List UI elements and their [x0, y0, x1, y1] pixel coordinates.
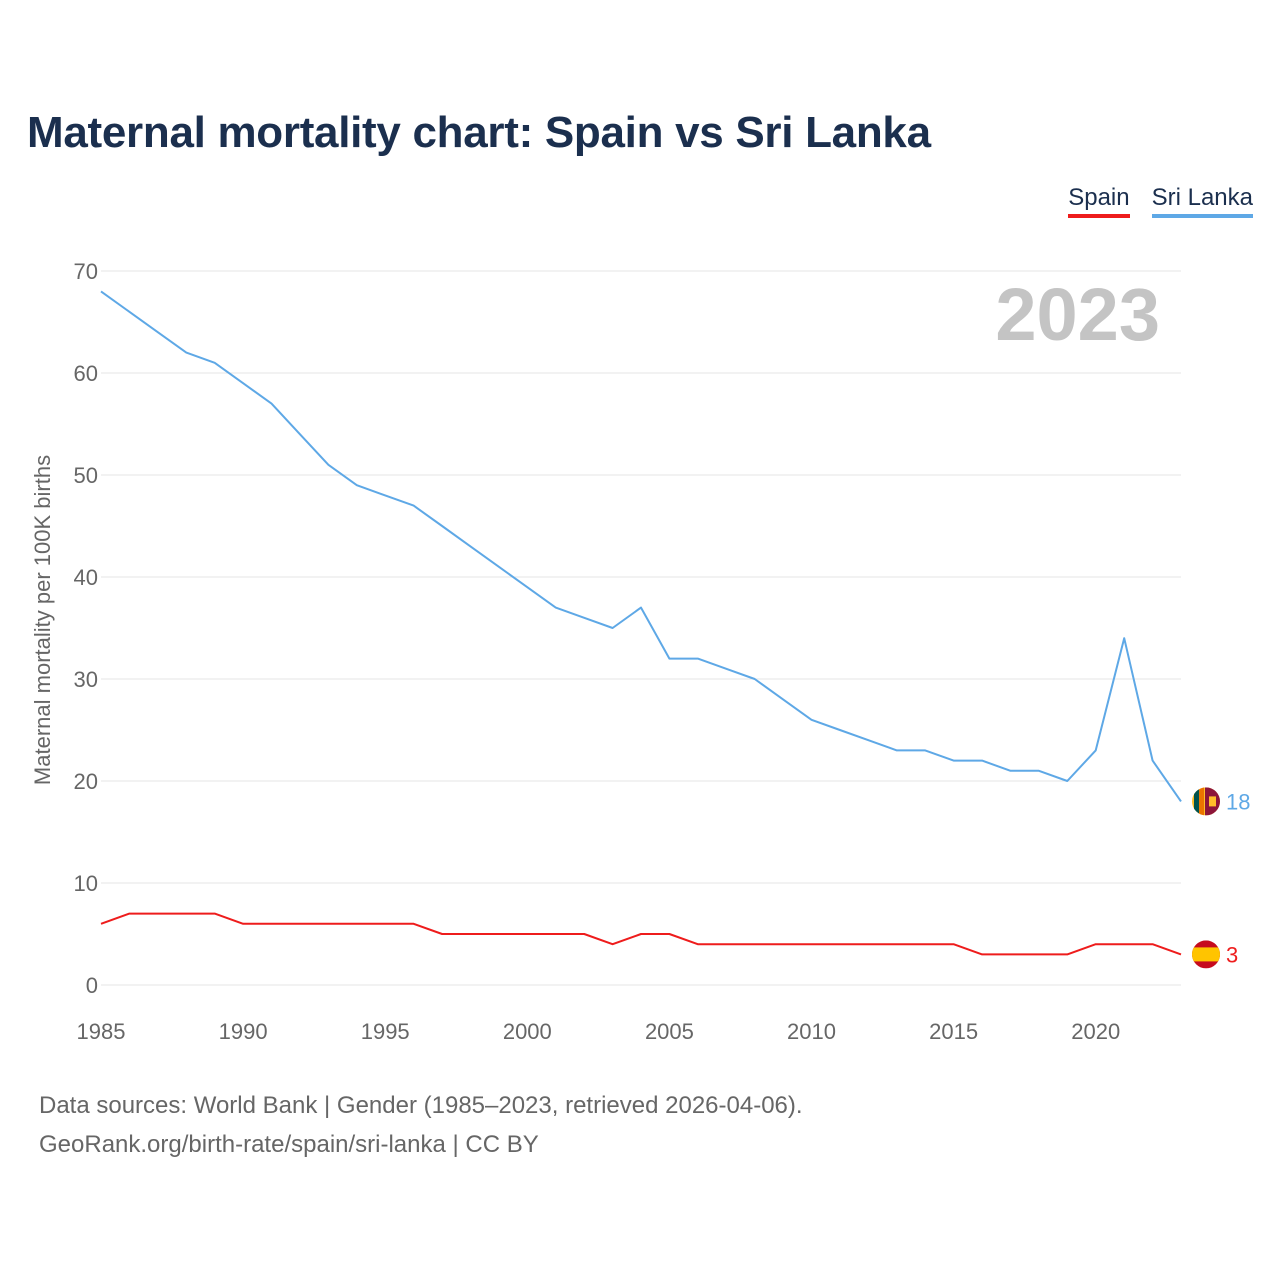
- x-tick-label: 2015: [929, 1019, 978, 1044]
- legend-item-sri-lanka[interactable]: Sri Lanka: [1151, 184, 1253, 218]
- legend-item-spain[interactable]: Spain: [1068, 184, 1130, 218]
- y-tick-label: 0: [86, 973, 98, 998]
- series-line-spain: [100, 912, 1182, 956]
- x-tick-label: 2000: [503, 1019, 552, 1044]
- x-tick-label: 1990: [219, 1019, 268, 1044]
- x-tick-label: 1985: [77, 1019, 126, 1044]
- x-tick-label: 2005: [645, 1019, 694, 1044]
- series-line-sri-lanka: [100, 290, 1182, 802]
- year-watermark: 2023: [995, 273, 1160, 356]
- x-tick-label: 1995: [361, 1019, 410, 1044]
- chart-legend: Spain Sri Lanka: [1068, 184, 1253, 218]
- y-tick-label: 20: [74, 769, 98, 794]
- data-source-note: Data sources: World Bank | Gender (1985–…: [39, 1092, 803, 1119]
- sri-lanka-flag-icon: [1192, 787, 1220, 816]
- y-axis-ticks: 0 10 20 30 40 50 60 70: [74, 259, 98, 998]
- line-chart: 0 10 20 30 40 50 60 70 1985 1990 1995 2000 2005 2010…: [30, 259, 1250, 1044]
- y-tick-label: 50: [74, 463, 98, 488]
- y-tick-label: 10: [74, 871, 98, 896]
- spain-flag-icon: [1192, 940, 1220, 969]
- y-tick-label: 60: [74, 361, 98, 386]
- x-axis-ticks: 1985 1990 1995 2000 2005 2010 2015 2020: [77, 1019, 1121, 1044]
- x-tick-label: 2020: [1071, 1019, 1120, 1044]
- y-tick-label: 70: [74, 259, 98, 284]
- y-axis-label: Maternal mortality per 100K births: [30, 455, 55, 785]
- attribution-link[interactable]: GeoRank.org/birth-rate/spain/sri-lanka |…: [39, 1131, 539, 1158]
- footer: Data sources: World Bank | Gender (1985–…: [39, 1086, 803, 1164]
- grid-lines: [101, 270, 1181, 986]
- series-group: [100, 290, 1182, 956]
- end-value-label: 3: [1226, 942, 1238, 967]
- end-markers: 3 18: [1192, 787, 1250, 969]
- y-tick-label: 40: [74, 565, 98, 590]
- end-value-label: 18: [1226, 789, 1250, 814]
- page-title: Maternal mortality chart: Spain vs Sri L…: [27, 108, 931, 157]
- y-tick-label: 30: [74, 667, 98, 692]
- x-tick-label: 2010: [787, 1019, 836, 1044]
